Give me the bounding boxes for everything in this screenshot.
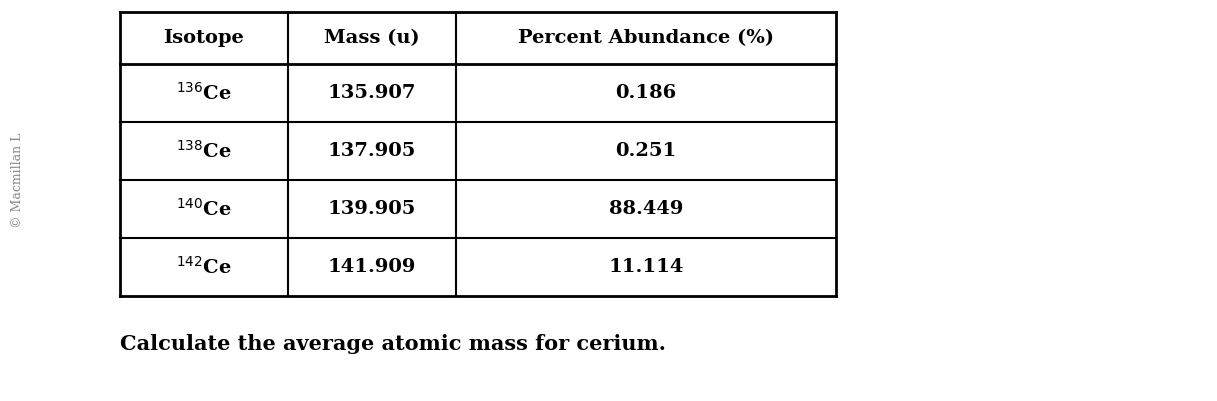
Text: $^{140}$Ce: $^{140}$Ce (176, 198, 232, 220)
Text: 0.251: 0.251 (616, 142, 677, 160)
Text: 88.449: 88.449 (608, 200, 683, 218)
Text: © Macmillan L: © Macmillan L (11, 133, 24, 228)
Text: 141.909: 141.909 (327, 258, 416, 276)
Text: 11.114: 11.114 (608, 258, 684, 276)
Text: 139.905: 139.905 (327, 200, 416, 218)
Text: Mass (u): Mass (u) (324, 29, 420, 47)
Text: $^{138}$Ce: $^{138}$Ce (176, 140, 232, 162)
Text: 135.907: 135.907 (327, 84, 416, 102)
Text: 137.905: 137.905 (327, 142, 416, 160)
Text: $^{136}$Ce: $^{136}$Ce (176, 82, 232, 104)
Text: Calculate the average atomic mass for cerium.: Calculate the average atomic mass for ce… (120, 334, 666, 354)
Text: Percent Abundance (%): Percent Abundance (%) (518, 29, 774, 47)
Text: $^{142}$Ce: $^{142}$Ce (176, 256, 232, 278)
Text: Isotope: Isotope (163, 29, 245, 47)
Text: 0.186: 0.186 (616, 84, 677, 102)
